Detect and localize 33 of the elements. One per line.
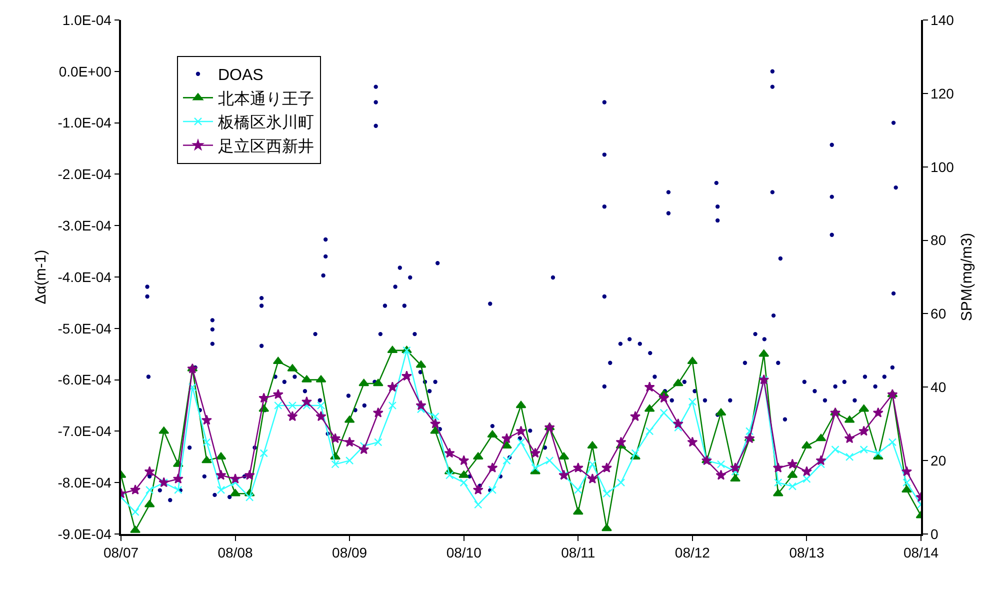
y2-tick-label: 140 bbox=[930, 12, 954, 28]
y-tick-label: 0.0E+00 bbox=[58, 63, 112, 80]
y-tick-label: -5.0E-04 bbox=[58, 320, 112, 336]
y2-tick-label: 80 bbox=[930, 232, 946, 248]
y-tick-label: -4.0E-04 bbox=[58, 268, 112, 285]
y-tick-label: -3.0E-04 bbox=[58, 218, 112, 234]
y-tick-label: -8.0E-04 bbox=[58, 474, 112, 490]
y-tick-label: -9.0E-04 bbox=[58, 526, 112, 542]
x-tick-label: 08/14 bbox=[903, 544, 939, 561]
legend-label: 足立区西新井 bbox=[218, 138, 314, 156]
y-tick-label: -7.0E-04 bbox=[58, 423, 112, 440]
y-tick-label: -1.0E-04 bbox=[58, 114, 112, 131]
y2-tick-label: 100 bbox=[930, 158, 954, 175]
legend-label: 北本通り王子 bbox=[218, 90, 314, 108]
y2-tick-label: 60 bbox=[930, 306, 946, 322]
y-tick-label: -2.0E-04 bbox=[58, 166, 112, 182]
y-tick-label: -6.0E-04 bbox=[58, 372, 112, 388]
y-tick-label: 1.0E-04 bbox=[62, 12, 112, 28]
y-axis-title: Δα(m-1) bbox=[32, 250, 50, 304]
x-tick-label: 08/13 bbox=[789, 544, 824, 561]
x-tick-label: 08/11 bbox=[561, 544, 596, 561]
legend-label: DOAS bbox=[218, 67, 264, 84]
x-tick-label: 08/12 bbox=[674, 544, 710, 561]
y2-tick-label: 40 bbox=[930, 379, 946, 396]
x-tick-label: 08/10 bbox=[446, 544, 482, 561]
y2-axis-title: SPM(mg/m3) bbox=[958, 232, 976, 322]
x-tick-label: 08/07 bbox=[103, 544, 139, 561]
y2-tick-label: 120 bbox=[930, 85, 954, 102]
x-tick-label: 08/08 bbox=[218, 544, 254, 561]
y2-tick-label: 0 bbox=[930, 526, 939, 542]
x-tick-label: 08/09 bbox=[332, 544, 368, 561]
legend-label: 板橋区氷川町 bbox=[217, 114, 314, 132]
y2-tick-label: 20 bbox=[930, 452, 946, 468]
